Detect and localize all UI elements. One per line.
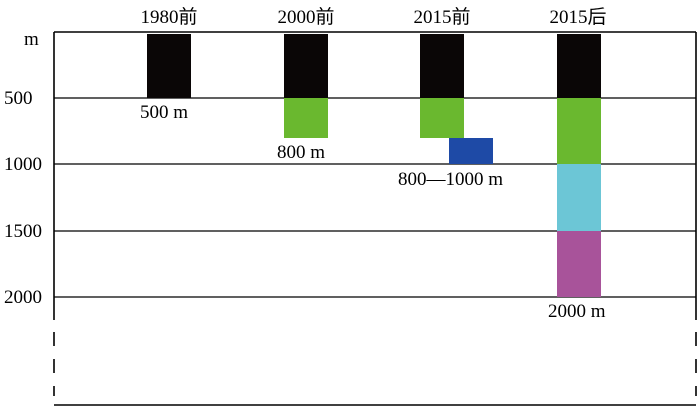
depth-bar-1980-0-500 (147, 34, 191, 98)
depth-bar-2015b-800-1000 (449, 138, 493, 164)
column-title-2015-before: 2015前 (413, 6, 470, 28)
depth-annotation-2015-after: 2000 m (548, 301, 606, 322)
y-axis-tick-1500: 1500 (4, 221, 42, 242)
depth-bar-2015a-1500-2000 (557, 231, 601, 297)
y-axis-unit-label: m (24, 29, 39, 50)
y-axis-tick-1000: 1000 (4, 154, 42, 175)
depth-bar-2000-0-500 (284, 34, 328, 98)
column-title-2000-before: 2000前 (277, 6, 334, 28)
y-axis-tick-500: 500 (4, 88, 33, 109)
depth-annotation-1980: 500 m (140, 102, 188, 123)
depth-annotation-2000: 800 m (277, 142, 325, 163)
depth-annotation-2015-before: 800—1000 m (398, 169, 503, 190)
depth-bar-2015b-500-800 (420, 98, 464, 138)
depth-bar-2015a-500-1000 (557, 98, 601, 164)
depth-bar-2000-500-800 (284, 98, 328, 138)
y-axis-tick-2000: 2000 (4, 287, 42, 308)
depth-bar-2015a-1000-1500 (557, 164, 601, 231)
depth-bar-2015a-0-500 (557, 34, 601, 98)
depth-bar-2015b-0-500 (420, 34, 464, 98)
column-title-1980-before: 1980前 (140, 6, 197, 28)
column-title-2015-after: 2015后 (549, 6, 606, 28)
